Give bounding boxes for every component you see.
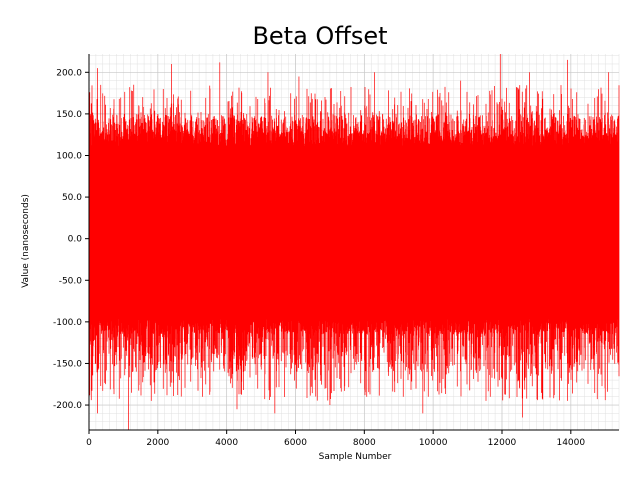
axes-layer [88, 54, 619, 431]
y-tick-label: 200.0 [56, 68, 82, 78]
series-band [89, 148, 619, 317]
x-tick-label: 14000 [556, 438, 585, 448]
y-tick-label: 150.0 [56, 110, 82, 120]
y-tick-label: -200.0 [53, 401, 82, 411]
x-tick-label: 4000 [215, 438, 238, 448]
y-tick-label: 50.0 [62, 193, 82, 203]
x-tick-label: 2000 [146, 438, 169, 448]
tick-layer: 0 2000 4000 6000 8000 10000 12000 14000 200.0 150… [53, 68, 585, 448]
x-tick-label: 0 [86, 438, 92, 448]
y-tick-label: -100.0 [53, 318, 82, 328]
series-layer [88, 54, 620, 430]
y-tick-label: -150.0 [53, 359, 82, 369]
x-tick-label: 10000 [419, 438, 448, 448]
y-tick-label: -50.0 [59, 276, 83, 286]
y-tick-label: 100.0 [56, 151, 82, 161]
chart-title: Beta Offset [252, 22, 387, 50]
x-axis-label: Sample Number [319, 452, 392, 462]
x-tick-label: 12000 [488, 438, 517, 448]
x-tick-label: 8000 [353, 438, 376, 448]
y-axis-label: Value (nanoseconds) [21, 194, 31, 288]
x-tick-label: 6000 [284, 438, 307, 448]
y-tick-label: 0.0 [68, 235, 83, 245]
